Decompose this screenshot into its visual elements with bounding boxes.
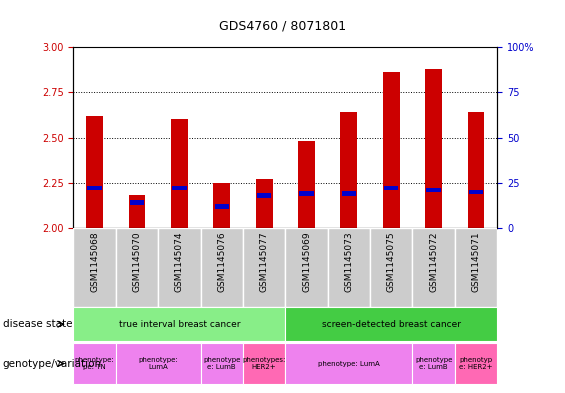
Text: true interval breast cancer: true interval breast cancer xyxy=(119,320,240,329)
Bar xyxy=(384,186,398,191)
Bar xyxy=(285,343,412,384)
Bar xyxy=(116,343,201,384)
Bar xyxy=(383,72,399,228)
Bar xyxy=(201,343,243,384)
Bar xyxy=(412,228,455,307)
Bar xyxy=(158,228,201,307)
Text: phenotype:
pe: TN: phenotype: pe: TN xyxy=(75,357,115,370)
Bar xyxy=(130,200,144,205)
Bar xyxy=(468,112,485,228)
Bar xyxy=(412,343,455,384)
Bar xyxy=(455,343,497,384)
Bar xyxy=(370,228,412,307)
Bar xyxy=(73,228,116,307)
Bar xyxy=(285,307,497,341)
Bar xyxy=(201,228,243,307)
Bar xyxy=(285,228,328,307)
Text: GSM1145077: GSM1145077 xyxy=(260,232,268,292)
Bar xyxy=(298,141,315,228)
Bar xyxy=(425,69,442,228)
Bar xyxy=(243,343,285,384)
Bar xyxy=(88,186,102,191)
Text: phenotype
e: LumB: phenotype e: LumB xyxy=(203,357,241,370)
Text: phenotype: LumA: phenotype: LumA xyxy=(318,360,380,367)
Bar xyxy=(469,189,483,194)
Text: GSM1145074: GSM1145074 xyxy=(175,232,184,292)
Text: GSM1145071: GSM1145071 xyxy=(472,232,480,292)
Text: GSM1145076: GSM1145076 xyxy=(218,232,226,292)
Text: GDS4760 / 8071801: GDS4760 / 8071801 xyxy=(219,20,346,33)
Text: GSM1145075: GSM1145075 xyxy=(387,232,396,292)
Bar xyxy=(328,228,370,307)
Bar xyxy=(86,116,103,228)
Bar xyxy=(243,228,285,307)
Text: genotype/variation: genotype/variation xyxy=(3,358,102,369)
Text: GSM1145069: GSM1145069 xyxy=(302,232,311,292)
Text: phenotyp
e: HER2+: phenotyp e: HER2+ xyxy=(459,357,493,370)
Bar xyxy=(342,191,356,196)
Bar xyxy=(340,112,358,228)
Text: phenotype:
LumA: phenotype: LumA xyxy=(138,357,178,370)
Bar xyxy=(128,195,146,228)
Text: GSM1145072: GSM1145072 xyxy=(429,232,438,292)
Bar xyxy=(299,191,314,196)
Bar xyxy=(215,204,229,209)
Bar xyxy=(73,307,285,341)
Bar xyxy=(172,186,186,191)
Text: phenotypes:
HER2+: phenotypes: HER2+ xyxy=(242,357,286,370)
Text: screen-detected breast cancer: screen-detected breast cancer xyxy=(321,320,461,329)
Bar xyxy=(73,343,116,384)
Text: GSM1145070: GSM1145070 xyxy=(133,232,141,292)
Bar xyxy=(455,228,497,307)
Text: GSM1145068: GSM1145068 xyxy=(90,232,99,292)
Bar xyxy=(427,188,441,192)
Text: GSM1145073: GSM1145073 xyxy=(345,232,353,292)
Text: disease state: disease state xyxy=(3,319,72,329)
Bar xyxy=(171,119,188,228)
Bar xyxy=(257,193,271,198)
Bar xyxy=(116,228,158,307)
Bar xyxy=(255,179,273,228)
Bar xyxy=(214,183,231,228)
Text: phenotype
e: LumB: phenotype e: LumB xyxy=(415,357,453,370)
